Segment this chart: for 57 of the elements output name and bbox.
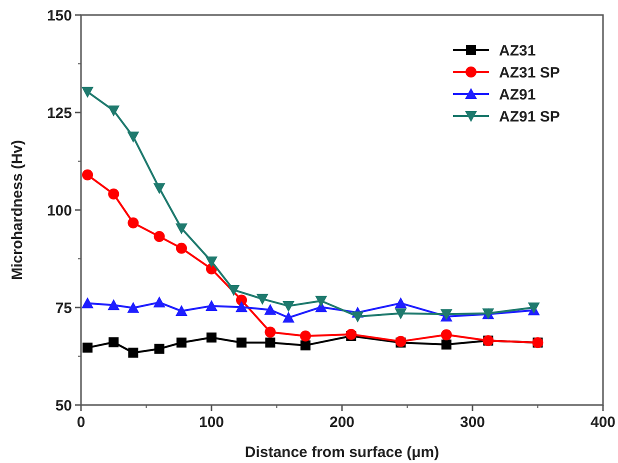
legend-label: AZ91 SP	[499, 108, 560, 126]
point	[176, 338, 186, 348]
point	[154, 344, 164, 354]
x-tick-label: 300	[460, 414, 486, 431]
point	[82, 342, 93, 353]
point	[128, 217, 139, 228]
point	[108, 299, 120, 310]
point	[154, 231, 165, 242]
y-tick-label: 50	[55, 397, 72, 414]
point	[175, 305, 188, 316]
point	[206, 256, 218, 268]
point	[441, 340, 452, 350]
point	[300, 330, 311, 342]
point	[153, 183, 166, 194]
point	[108, 106, 120, 117]
point	[108, 188, 120, 200]
x-tick-label: 100	[198, 414, 224, 431]
point	[282, 312, 294, 323]
point	[394, 308, 407, 320]
x-axis-title: Distance from surface (μm)	[244, 444, 440, 461]
y-tick-label: 100	[46, 202, 72, 220]
point	[236, 294, 248, 306]
point	[265, 338, 276, 348]
y-axis-title: Microhardness (Hv)	[9, 140, 26, 280]
point	[228, 284, 240, 296]
point	[440, 329, 452, 340]
point	[264, 326, 276, 338]
point	[128, 348, 138, 358]
legend-label: AZ31 SP	[499, 64, 560, 82]
point	[82, 297, 94, 308]
point	[236, 301, 248, 312]
point	[175, 223, 188, 234]
x-tick-label: 200	[329, 414, 355, 431]
point	[82, 169, 94, 180]
point	[236, 338, 247, 348]
point	[282, 300, 294, 312]
point	[394, 297, 407, 308]
point	[176, 242, 187, 254]
legend-label: AZ31	[499, 42, 536, 60]
point	[264, 304, 276, 315]
point	[256, 294, 268, 305]
point	[352, 311, 364, 322]
point	[206, 300, 218, 311]
point	[300, 340, 310, 350]
y-tick-label: 150	[46, 7, 72, 24]
legend-label: AZ91	[499, 86, 536, 104]
point	[82, 86, 94, 98]
x-tick-label: 0	[76, 414, 86, 431]
point	[127, 302, 140, 313]
point	[127, 132, 140, 143]
x-tick-label: 400	[590, 414, 616, 431]
point	[153, 296, 166, 308]
point	[315, 296, 328, 307]
y-tick-label: 125	[46, 104, 72, 122]
y-tick-label: 75	[55, 300, 72, 317]
point	[206, 332, 216, 343]
point	[108, 337, 119, 348]
